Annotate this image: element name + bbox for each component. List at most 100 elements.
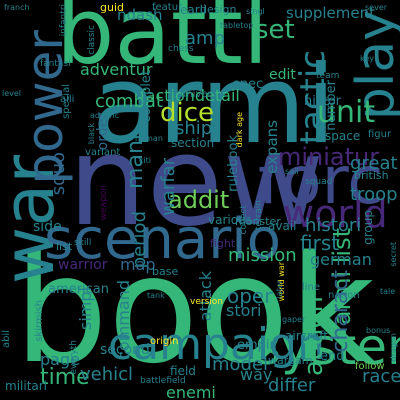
word-univers: univers (180, 89, 217, 100)
word-great: great (350, 153, 398, 174)
word-miniatur: miniatur (278, 143, 380, 171)
word-singl: singl (246, 7, 265, 16)
word-group: group (361, 210, 375, 245)
word-book: book (14, 224, 375, 396)
word-space: space (325, 129, 361, 143)
word-black: black (87, 123, 96, 145)
word-line: line (302, 282, 321, 293)
word-follow: follow (355, 361, 385, 372)
word-combat: combat (95, 91, 163, 112)
word-earli: earli (180, 3, 207, 17)
word-sever: sever (365, 3, 388, 12)
word-collect: collect (239, 205, 249, 235)
word-level: level (2, 89, 22, 98)
word-time: time (40, 365, 90, 390)
word-supplement: supplement (286, 4, 375, 22)
word-way: way (240, 365, 273, 384)
word-list: list (56, 240, 73, 253)
word-complet: complet (139, 70, 154, 123)
word-differ: differ (268, 375, 316, 396)
word-system: system (255, 318, 400, 376)
word-set: set (255, 15, 295, 45)
word-monster: monster (235, 215, 281, 228)
word-skill: skill (74, 238, 92, 248)
word-model: model (212, 354, 269, 375)
word-origin: origin (150, 336, 179, 347)
word-squo: squo (48, 152, 69, 196)
word-guid: guid (100, 1, 124, 14)
word-expans: expans (263, 120, 281, 174)
word-map: map (120, 255, 156, 274)
word-empir: empir (237, 338, 275, 353)
word-enemi: enemi (166, 383, 216, 400)
word-histor: histor (304, 94, 342, 109)
word-citi: citi (139, 156, 151, 165)
word-american: american (48, 282, 109, 297)
word-bonus: bonus (366, 326, 391, 335)
word-factiondetail: factiondetail (140, 86, 240, 105)
word-variant: variant (85, 147, 121, 158)
word-abil: abil (1, 330, 12, 349)
word-infantri: infantri (59, 4, 69, 37)
word-terrain: terrain (254, 200, 264, 231)
word-design: design (200, 3, 237, 16)
word-squad: squad (305, 177, 333, 187)
word-avail: avail (268, 219, 297, 233)
word-end: end (320, 349, 345, 364)
word-secret: secret (389, 242, 398, 267)
word-page: page (40, 350, 80, 369)
word-adventur: adventur (80, 60, 153, 79)
word-later: later (275, 280, 284, 299)
word-british: british (354, 169, 389, 182)
word-advanc: advanc (90, 111, 120, 120)
word-warrior: warrior (58, 257, 108, 273)
word-team: team (316, 71, 340, 81)
word-chess: chess (168, 44, 194, 54)
word-key: key (360, 54, 375, 63)
word-stori: stori (226, 301, 262, 320)
word-new: new (68, 110, 325, 254)
word-human: human (135, 134, 163, 143)
word-everyth: everyth (69, 340, 79, 375)
word-dragon: dragon (389, 333, 398, 362)
word-militari: militari (5, 379, 48, 393)
word-base: base (152, 265, 179, 278)
word-various: various (208, 213, 252, 227)
word-tabletop: tabletop (220, 21, 254, 30)
word-nation: nation (328, 290, 360, 301)
word-dark-age: dark age (235, 112, 244, 148)
word-oper: oper (227, 284, 273, 308)
word-world: world (283, 192, 388, 236)
word-troop: troop (350, 184, 398, 205)
word-alli: alli (60, 94, 75, 105)
word-fantasi: fantasi (40, 59, 71, 69)
word-battl: battl (56, 0, 269, 85)
word-forc: forc (258, 142, 384, 219)
word-histori: histori (305, 215, 362, 236)
word-side: side (33, 219, 62, 235)
word-warfar: warfar (158, 158, 179, 216)
word-weapon: weapon (99, 185, 109, 221)
word-classic: classic (87, 25, 97, 55)
word-first: first (300, 231, 340, 255)
word-ship: ship (175, 118, 213, 139)
word-gaper: gaper (282, 315, 306, 324)
word-battlefield: battlefield (140, 376, 186, 386)
word-skirmish: skirmish (34, 300, 45, 342)
word-edit: edit (269, 67, 296, 83)
word-german: german (310, 250, 372, 269)
word-race: race (362, 366, 400, 387)
word-tale: tale (380, 287, 396, 296)
word-franch: franch (4, 3, 30, 12)
word-section: section (171, 136, 215, 150)
word-second: second (100, 342, 150, 358)
word-armi: armi (92, 43, 336, 168)
word-aircraft: aircraft (285, 329, 328, 343)
word-sail: sail (285, 167, 299, 176)
word-vehicl: vehicl (80, 364, 134, 385)
word-featur: featur (152, 2, 183, 13)
word-ndash: ndash (117, 6, 163, 24)
word-charact: charact (328, 270, 353, 353)
word-version: version (190, 297, 223, 307)
